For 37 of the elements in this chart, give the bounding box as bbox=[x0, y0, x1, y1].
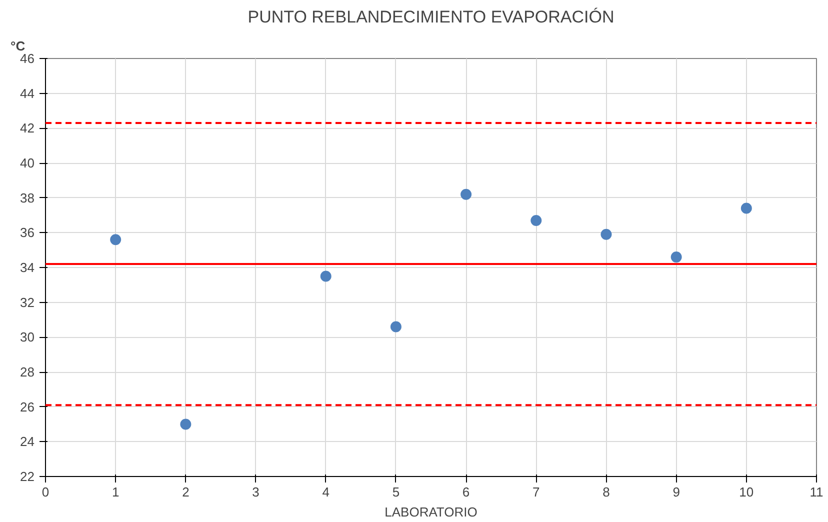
point bbox=[530, 214, 542, 226]
x-tick-label: 5 bbox=[392, 484, 400, 500]
x-tick-label: 6 bbox=[462, 484, 470, 500]
point bbox=[670, 252, 682, 263]
x-tick-label: 4 bbox=[322, 484, 330, 500]
y-tick-label: 42 bbox=[20, 120, 35, 136]
x-tick-label: 9 bbox=[672, 484, 680, 500]
y-tick-label: 30 bbox=[20, 330, 35, 345]
x-tick-label: 2 bbox=[182, 484, 190, 500]
x-tick-label: 1 bbox=[112, 484, 120, 500]
x-tick-label: 0 bbox=[42, 484, 50, 500]
y-tick-label: 26 bbox=[20, 399, 35, 414]
chart-title: PUNTO REBLANDECIMIENTO EVAPORACIÓN bbox=[248, 8, 614, 26]
y-tick-label: 34 bbox=[20, 260, 35, 275]
x-axis-title: LABORATORIO bbox=[384, 504, 478, 520]
y-tick-label: 22 bbox=[20, 469, 35, 484]
y-tick-label: 38 bbox=[20, 190, 35, 206]
y-tick-label: 46 bbox=[20, 51, 35, 66]
point bbox=[740, 202, 752, 214]
point bbox=[600, 228, 612, 240]
x-tick-label: 10 bbox=[739, 484, 754, 500]
y-tick-label: 28 bbox=[20, 364, 35, 380]
y-tick-label: 44 bbox=[20, 86, 35, 101]
x-tick-label: 8 bbox=[602, 484, 610, 500]
x-tick-label: 11 bbox=[810, 484, 824, 500]
y-tick-label: 32 bbox=[20, 294, 35, 310]
point bbox=[110, 234, 122, 246]
y-tick-label: 36 bbox=[20, 225, 35, 240]
y-tick-label: 40 bbox=[20, 156, 35, 170]
y-axis-title: °C bbox=[10, 38, 26, 54]
point bbox=[460, 188, 472, 200]
y-tick-label: 24 bbox=[20, 434, 35, 450]
x-tick-label: 7 bbox=[532, 484, 540, 500]
point bbox=[320, 270, 332, 282]
point bbox=[180, 418, 192, 430]
point bbox=[390, 321, 402, 332]
x-tick-label: 3 bbox=[252, 484, 260, 500]
